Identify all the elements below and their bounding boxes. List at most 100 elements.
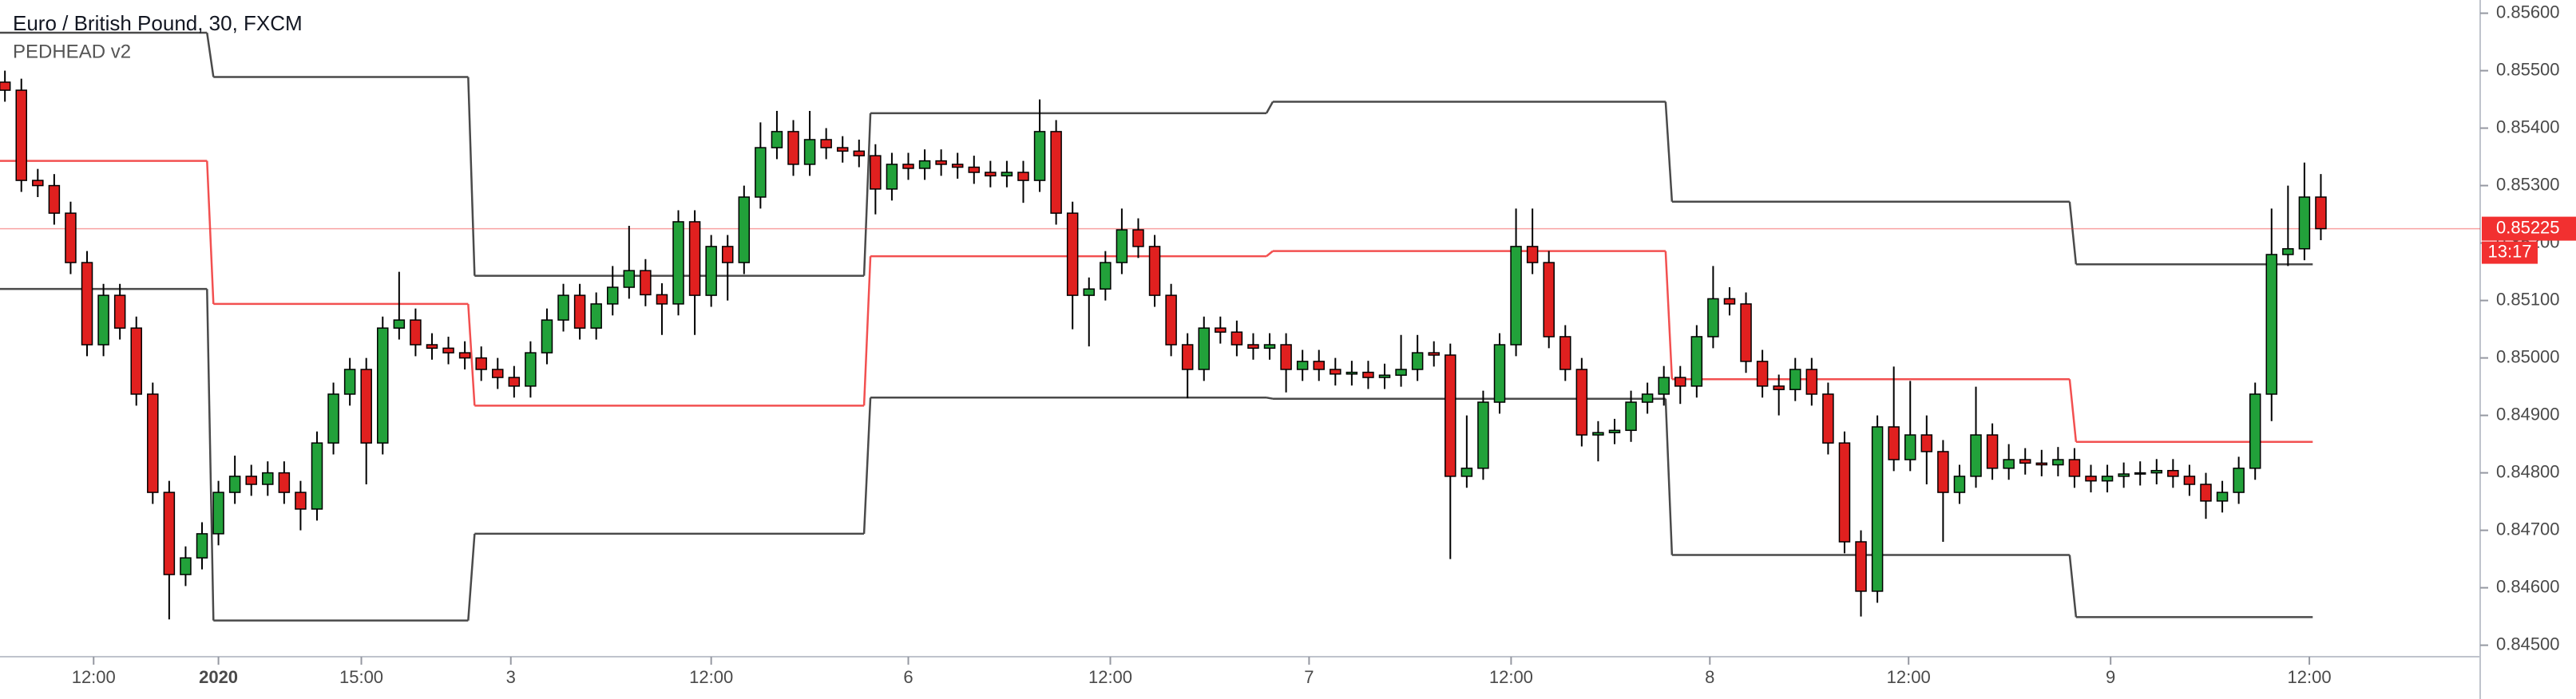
candle-body [557, 294, 569, 321]
candle-body [606, 286, 619, 305]
candle-body [1017, 172, 1029, 181]
axes: 0.856000.855000.854000.853000.852000.851… [72, 2, 2576, 687]
candle-body [951, 164, 964, 168]
candle-body [918, 160, 931, 169]
candle-body [2167, 469, 2179, 477]
step-riser [2068, 555, 2078, 618]
candle-body [1033, 131, 1046, 181]
candle-body [2265, 254, 2278, 395]
candle-body [688, 221, 701, 296]
candle-body [1378, 374, 1391, 378]
step-riser [467, 533, 476, 621]
candle-body [2150, 469, 2163, 474]
candle-body [262, 472, 274, 485]
candle-body [180, 557, 192, 575]
candle-body [1296, 361, 1309, 370]
x-tick-label: 12:00 [689, 667, 733, 687]
countdown-box [2482, 241, 2538, 264]
candle-body [1050, 131, 1062, 214]
x-tick-label: 12:00 [1489, 667, 1533, 687]
x-tick-label: 12:00 [72, 667, 116, 687]
candle-body [1395, 369, 1407, 376]
candle-body [1148, 246, 1161, 296]
candle-body [1083, 288, 1096, 296]
candle-body [1362, 371, 1374, 378]
candle-body [1822, 393, 1834, 444]
step-riser [1266, 397, 1274, 400]
candle-body [1445, 354, 1456, 477]
candle-body [196, 533, 208, 559]
candle-body [1953, 476, 1966, 493]
x-tick-label: 3 [506, 667, 516, 687]
candle-body [2003, 459, 2015, 469]
last-price-label: 0.85225 [2496, 217, 2560, 237]
candle-body [1510, 246, 1522, 346]
candle-body [410, 319, 422, 346]
candle-body [278, 472, 291, 493]
candle-body [738, 196, 751, 263]
candle-body [1789, 369, 1801, 390]
step-riser [1664, 398, 1674, 555]
indicator-name: PEDHEAD v2 [13, 41, 131, 62]
candle-body [2183, 476, 2196, 485]
candle-body [377, 327, 389, 444]
candle-body [1411, 352, 1424, 370]
candle-body [721, 246, 734, 263]
candle-body [48, 184, 61, 214]
candle-body [1526, 246, 1539, 263]
candle-body [212, 492, 224, 535]
candle-body [1280, 344, 1292, 370]
candle-body [2200, 484, 2212, 502]
candle-body [442, 347, 454, 353]
candle-body [820, 139, 832, 148]
step-riser [2068, 201, 2078, 265]
candle-body [1330, 369, 1342, 375]
candle-body [2315, 196, 2327, 230]
candle-body [147, 393, 159, 493]
candle-body [1132, 229, 1144, 247]
candle-body [1001, 172, 1013, 177]
candle-body [1855, 541, 1867, 592]
candle-body [475, 357, 487, 370]
candle-body [1263, 344, 1276, 350]
x-tick-label: 12:00 [2288, 667, 2332, 687]
candle-body [573, 294, 586, 329]
candle-body [343, 369, 356, 395]
candle-body [1805, 369, 1818, 395]
step-riser [467, 77, 476, 276]
candle-body [2118, 473, 2130, 477]
candle-body [836, 147, 849, 152]
candle-body [1723, 298, 1736, 305]
y-tick-label: 0.85500 [2496, 59, 2560, 79]
step-riser [862, 397, 872, 534]
candle-body [985, 172, 997, 177]
step-riser [206, 160, 215, 304]
candle-body [163, 492, 176, 575]
candles [0, 70, 2327, 620]
candle-body [393, 319, 406, 329]
step-riser [1266, 250, 1274, 258]
step-riser [2068, 379, 2078, 442]
candle-body [1231, 331, 1243, 346]
x-tick-label: 12:00 [1088, 667, 1132, 687]
x-tick-label: 2020 [199, 667, 238, 687]
candle-body [787, 131, 799, 165]
last-price-box [2482, 216, 2576, 241]
candle-body [1575, 369, 1588, 436]
candle-body [1920, 434, 1933, 452]
candle-body [640, 270, 652, 296]
candle-body [1871, 426, 1884, 592]
candle-body [1493, 344, 1506, 403]
candle-body [902, 164, 914, 169]
candle-body [2134, 472, 2146, 475]
candle-body [1707, 298, 1719, 338]
candle-body [1625, 401, 1637, 432]
candle-body [1543, 262, 1555, 338]
candle-body [2052, 459, 2064, 466]
candle-body [1477, 401, 1489, 469]
x-tick-label: 7 [1304, 667, 1314, 687]
step-riser [467, 303, 476, 406]
candle-body [755, 147, 767, 198]
candle-body [1215, 327, 1227, 333]
